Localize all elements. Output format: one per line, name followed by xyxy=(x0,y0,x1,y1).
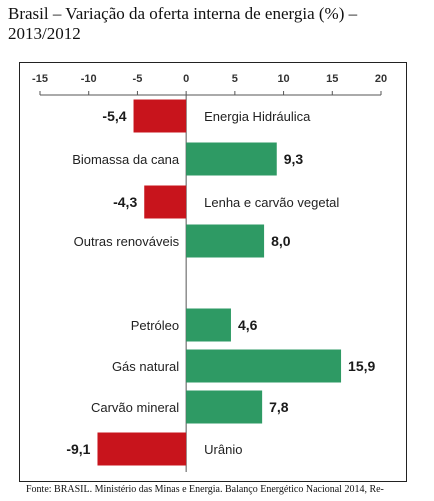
bar xyxy=(186,308,231,342)
labels: -5,4 Energia Hidráulica 9,3 Biomassa da can… xyxy=(66,108,375,457)
category-label: Energia Hidráulica xyxy=(204,109,311,124)
category-label: Urânio xyxy=(204,442,242,457)
bar xyxy=(144,185,187,219)
bar xyxy=(186,349,342,383)
data-label: -9,1 xyxy=(66,441,90,457)
category-label: Petróleo xyxy=(131,318,179,333)
data-label: 4,6 xyxy=(238,317,258,333)
category-label: Biomassa da cana xyxy=(72,152,180,167)
category-label: Outras renováveis xyxy=(74,234,180,249)
x-tick-label: 15 xyxy=(326,73,338,85)
data-label: -5,4 xyxy=(102,108,126,124)
x-tick-label: -15 xyxy=(32,73,48,85)
category-label: Gás natural xyxy=(112,359,179,374)
x-tick-label: -10 xyxy=(81,73,97,85)
bar xyxy=(133,99,187,133)
data-label: 15,9 xyxy=(348,358,375,374)
category-label: Carvão mineral xyxy=(91,400,179,415)
x-tick-label: 0 xyxy=(183,73,189,85)
bar xyxy=(186,390,263,424)
x-tick-label: 10 xyxy=(277,73,289,85)
bar xyxy=(186,224,265,258)
data-label: 7,8 xyxy=(269,399,289,415)
chart-title: Brasil – Variação da oferta interna de e… xyxy=(8,4,358,43)
source-footnote: Fonte: BRASIL. Ministério das Minas e En… xyxy=(26,484,384,495)
data-label: -4,3 xyxy=(113,194,137,210)
bars xyxy=(97,99,342,466)
x-tick-label: 5 xyxy=(232,73,238,85)
data-label: 8,0 xyxy=(271,233,291,249)
bar xyxy=(97,432,187,466)
x-tick-label: 20 xyxy=(375,73,387,85)
x-tick-label: -5 xyxy=(133,73,143,85)
data-label: 9,3 xyxy=(284,151,304,167)
category-label: Lenha e carvão vegetal xyxy=(204,195,339,210)
bar xyxy=(186,142,277,176)
